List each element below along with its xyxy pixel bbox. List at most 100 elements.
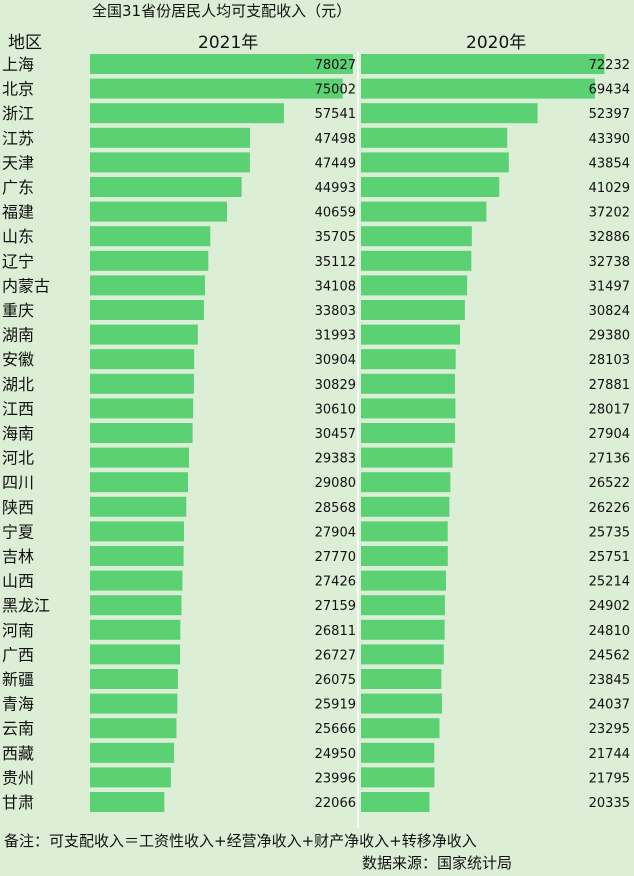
region-label: 上海 (2, 55, 34, 74)
bar-2020 (361, 152, 509, 173)
bar-2021 (90, 644, 181, 665)
region-label: 辽宁 (2, 252, 34, 271)
bar-2020 (361, 644, 444, 665)
bar-2020 (361, 447, 453, 468)
data-label-2020: 52397 (589, 107, 630, 122)
data-label-2020: 21795 (589, 771, 630, 786)
bar-2020 (361, 398, 456, 419)
bar-2021 (90, 275, 205, 296)
data-label-2020: 27881 (589, 378, 630, 393)
data-label-2020: 25751 (589, 550, 630, 565)
series-header-2020: 2020年 (466, 33, 527, 53)
data-label-2021: 33803 (315, 304, 356, 319)
bar-2021 (90, 250, 209, 271)
data-label-2021: 23996 (315, 771, 356, 786)
data-label-2021: 29383 (315, 452, 356, 467)
region-label: 广西 (2, 645, 34, 664)
bar-2020 (361, 373, 455, 394)
bar-2020 (361, 54, 605, 74)
bar-2020 (361, 78, 595, 99)
region-label: 天津 (2, 153, 34, 172)
region-label: 青海 (2, 695, 34, 714)
bar-2021 (90, 546, 184, 566)
data-label-2020: 27136 (589, 452, 630, 467)
bar-2021 (90, 373, 194, 394)
data-label-2021: 44993 (315, 181, 356, 196)
data-label-2020: 43854 (589, 156, 630, 171)
data-label-2020: 20335 (589, 796, 630, 811)
bar-2020 (361, 570, 446, 591)
bar-2021 (90, 669, 178, 689)
data-label-2021: 30904 (315, 353, 356, 368)
region-label: 黑龙江 (2, 596, 50, 615)
data-label-2020: 24562 (589, 648, 630, 663)
region-label: 四川 (2, 473, 34, 492)
bar-2021 (90, 792, 165, 812)
chart-title: 全国31省份居民人均可支配收入（元） (92, 2, 352, 20)
bar-2020 (361, 472, 451, 493)
data-label-2021: 27904 (315, 525, 356, 540)
data-label-2021: 35705 (315, 230, 356, 245)
region-label: 江苏 (2, 129, 34, 148)
data-label-2020: 31497 (589, 279, 630, 294)
region-column-header: 地区 (8, 33, 42, 53)
data-label-2021: 78027 (315, 58, 356, 73)
region-label: 山东 (2, 227, 34, 246)
region-label: 湖南 (2, 326, 34, 345)
bar-2020 (361, 103, 538, 124)
bar-2020 (361, 423, 456, 443)
data-label-2020: 25214 (589, 575, 630, 590)
region-label: 海南 (2, 424, 34, 443)
data-label-2020: 23295 (589, 722, 630, 737)
data-label-2020: 28103 (589, 353, 630, 368)
region-label: 贵州 (2, 768, 34, 787)
bar-2021 (90, 767, 171, 788)
bar-2020 (361, 349, 456, 370)
bar-2021 (90, 693, 178, 714)
region-label: 江西 (2, 399, 34, 418)
data-label-2021: 25666 (315, 722, 356, 737)
data-label-2021: 29080 (315, 476, 356, 491)
bar-2020 (361, 127, 508, 148)
bar-2020 (361, 300, 465, 320)
bar-2020 (361, 619, 445, 640)
bar-2020 (361, 669, 442, 689)
region-label: 广东 (2, 178, 34, 197)
data-label-2021: 26811 (315, 624, 356, 639)
data-label-2020: 26226 (589, 501, 630, 516)
data-label-2020: 24037 (589, 698, 630, 713)
data-label-2021: 25919 (315, 698, 356, 713)
data-label-2021: 31993 (315, 329, 356, 344)
region-label: 内蒙古 (2, 276, 50, 295)
data-label-2021: 47498 (315, 132, 356, 147)
bar-2020 (361, 201, 487, 222)
bar-2021 (90, 201, 228, 222)
bar-2021 (90, 152, 250, 173)
bar-2021 (90, 423, 193, 443)
data-label-2021: 30829 (315, 378, 356, 393)
data-label-2021: 40659 (315, 206, 356, 221)
data-label-2020: 32738 (589, 255, 630, 270)
region-label: 浙江 (2, 104, 34, 123)
footnote: 备注：可支配收入＝工资性收入+经营净收入+财产净收入+转移净收入 (4, 832, 477, 850)
data-label-2021: 28568 (315, 501, 356, 516)
bar-2020 (361, 792, 430, 812)
bar-2021 (90, 300, 204, 320)
data-label-2020: 24902 (589, 599, 630, 614)
region-label: 甘肃 (2, 793, 34, 812)
region-label: 云南 (2, 719, 34, 738)
bar-2021 (90, 496, 187, 517)
data-label-2020: 72232 (589, 58, 630, 73)
data-label-2021: 57541 (315, 107, 356, 122)
data-label-2021: 26727 (315, 648, 356, 663)
data-label-2020: 69434 (589, 83, 630, 98)
data-label-2020: 29380 (589, 329, 630, 344)
bar-2021 (90, 718, 177, 739)
region-label: 重庆 (2, 301, 34, 320)
data-label-2020: 43390 (589, 132, 630, 147)
region-label: 吉林 (2, 547, 34, 566)
region-label: 安徽 (2, 350, 34, 369)
data-label-2020: 41029 (589, 181, 630, 196)
bar-2020 (361, 226, 472, 247)
data-label-2021: 35112 (315, 255, 356, 270)
